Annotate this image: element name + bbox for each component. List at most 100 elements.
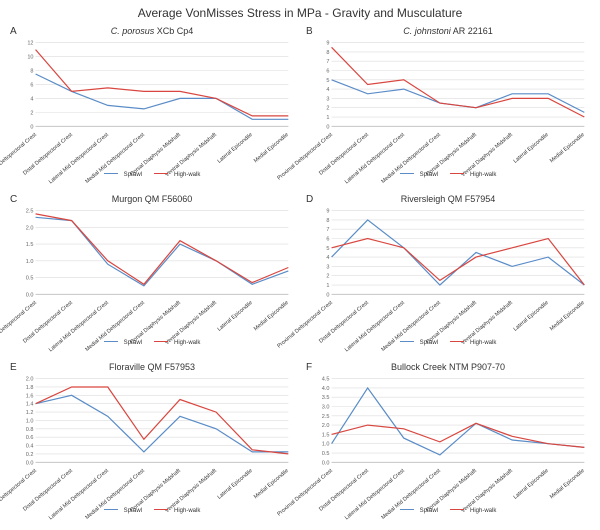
svg-text:8: 8 <box>326 218 329 224</box>
svg-text:3.0: 3.0 <box>322 405 330 411</box>
panel-c: CMurgon QM F560600.00.51.01.52.02.5Proxi… <box>6 192 298 358</box>
chart: 024681012 <box>10 38 294 130</box>
svg-text:4: 4 <box>30 96 33 102</box>
svg-text:2.5: 2.5 <box>322 414 330 420</box>
x-label: Medial Epicondile <box>253 468 290 500</box>
panel-letter: B <box>306 26 313 37</box>
svg-text:0.5: 0.5 <box>26 276 34 282</box>
x-axis-labels: Proximal Deltopectoral CrestDistal Delto… <box>306 298 590 342</box>
svg-text:12: 12 <box>27 41 33 47</box>
x-label: Lateral Epicondile <box>513 468 550 501</box>
x-label: Lateral Epicondile <box>513 300 550 333</box>
x-axis-labels: Proximal Deltopectoral CrestDistal Delto… <box>306 130 590 174</box>
svg-text:1.2: 1.2 <box>26 410 34 416</box>
svg-text:4: 4 <box>326 255 329 261</box>
figure-title: Average VonMisses Stress in MPa - Gravit… <box>6 6 594 20</box>
svg-text:2: 2 <box>326 106 329 112</box>
legend-swatch-sprawl <box>104 341 118 342</box>
legend-swatch-highwalk <box>450 173 464 174</box>
svg-text:9: 9 <box>326 209 329 215</box>
x-label: Lateral Epicondile <box>217 468 254 501</box>
panel-letter: A <box>10 26 17 37</box>
svg-text:3: 3 <box>326 96 329 102</box>
svg-text:2.0: 2.0 <box>322 423 330 429</box>
svg-text:2.0: 2.0 <box>26 377 34 383</box>
svg-text:6: 6 <box>30 82 33 88</box>
svg-text:3.5: 3.5 <box>322 395 330 401</box>
svg-text:2: 2 <box>30 110 33 116</box>
svg-text:1.0: 1.0 <box>26 418 34 424</box>
svg-text:0.5: 0.5 <box>322 451 330 457</box>
legend-swatch-sprawl <box>400 173 414 174</box>
x-label: Lateral Epicondile <box>217 300 254 333</box>
chart: 0.00.51.01.52.02.53.03.54.04.5 <box>306 374 590 466</box>
panel-title: C. porosus XCb Cp4 <box>10 26 294 36</box>
svg-text:0.4: 0.4 <box>26 444 34 450</box>
svg-text:3: 3 <box>326 264 329 270</box>
series-highwalk <box>332 239 585 286</box>
legend-swatch-highwalk <box>154 341 168 342</box>
svg-text:8: 8 <box>326 50 329 56</box>
svg-text:4: 4 <box>326 87 329 93</box>
chart: 0.00.20.40.60.81.01.21.41.61.82.0 <box>10 374 294 466</box>
svg-text:2: 2 <box>326 274 329 280</box>
svg-text:1.4: 1.4 <box>26 402 34 408</box>
legend-swatch-highwalk <box>154 509 168 510</box>
panel-title: Floraville QM F57953 <box>10 362 294 372</box>
svg-text:0.2: 0.2 <box>26 452 34 458</box>
svg-text:9: 9 <box>326 41 329 47</box>
panel-a: AC. porosus XCb Cp4024681012Proximal Del… <box>6 24 298 190</box>
series-highwalk <box>36 50 289 116</box>
panel-title: Murgon QM F56060 <box>10 194 294 204</box>
x-label: Lateral Epicondile <box>513 132 550 165</box>
svg-text:1: 1 <box>326 283 329 289</box>
x-label: Medial Epicondile <box>549 300 586 332</box>
legend-swatch-highwalk <box>450 341 464 342</box>
panel-b: BC. johnstoni AR 221610123456789Proximal… <box>302 24 594 190</box>
panel-d: DRiversleigh QM F579540123456789Proximal… <box>302 192 594 358</box>
series-highwalk <box>36 214 289 284</box>
chart: 0.00.51.01.52.02.5 <box>10 206 294 298</box>
x-axis-labels: Proximal Deltopectoral CrestDistal Delto… <box>306 466 590 510</box>
svg-text:5: 5 <box>326 78 329 84</box>
panel-f: FBullock Creek NTM P907-700.00.51.01.52.… <box>302 360 594 526</box>
svg-text:1.8: 1.8 <box>26 385 34 391</box>
svg-text:7: 7 <box>326 59 329 65</box>
chart: 0123456789 <box>306 38 590 130</box>
panel-letter: D <box>306 194 313 205</box>
x-label: Medial Epicondile <box>549 468 586 500</box>
series-highwalk <box>332 47 585 117</box>
panel-title: C. johnstoni AR 22161 <box>306 26 590 36</box>
svg-text:4.5: 4.5 <box>322 377 330 383</box>
svg-text:10: 10 <box>27 55 33 61</box>
panel-grid: AC. porosus XCb Cp4024681012Proximal Del… <box>6 24 594 526</box>
legend-swatch-sprawl <box>400 509 414 510</box>
x-label: Medial Epicondile <box>253 300 290 332</box>
svg-text:4.0: 4.0 <box>322 386 330 392</box>
svg-text:8: 8 <box>30 69 33 75</box>
svg-text:2.5: 2.5 <box>26 209 34 215</box>
legend-swatch-sprawl <box>104 173 118 174</box>
svg-text:1.0: 1.0 <box>322 442 330 448</box>
legend-swatch-highwalk <box>154 173 168 174</box>
x-label: Medial Epicondile <box>549 132 586 164</box>
panel-letter: E <box>10 362 17 373</box>
svg-text:0.8: 0.8 <box>26 427 34 433</box>
svg-text:7: 7 <box>326 227 329 233</box>
legend-swatch-highwalk <box>450 509 464 510</box>
x-axis-labels: Proximal Deltopectoral CrestDistal Delto… <box>10 130 294 174</box>
panel-letter: C <box>10 194 17 205</box>
panel-e: EFloraville QM F579530.00.20.40.60.81.01… <box>6 360 298 526</box>
svg-text:1: 1 <box>326 115 329 121</box>
x-label: Lateral Epicondile <box>217 132 254 165</box>
panel-letter: F <box>306 362 312 373</box>
svg-text:1.6: 1.6 <box>26 393 34 399</box>
legend-swatch-sprawl <box>104 509 118 510</box>
svg-text:0.6: 0.6 <box>26 435 34 441</box>
svg-text:6: 6 <box>326 237 329 243</box>
svg-text:1.5: 1.5 <box>322 432 330 438</box>
x-label: Medial Epicondile <box>253 132 290 164</box>
chart: 0123456789 <box>306 206 590 298</box>
legend-swatch-sprawl <box>400 341 414 342</box>
series-sprawl <box>332 388 585 455</box>
